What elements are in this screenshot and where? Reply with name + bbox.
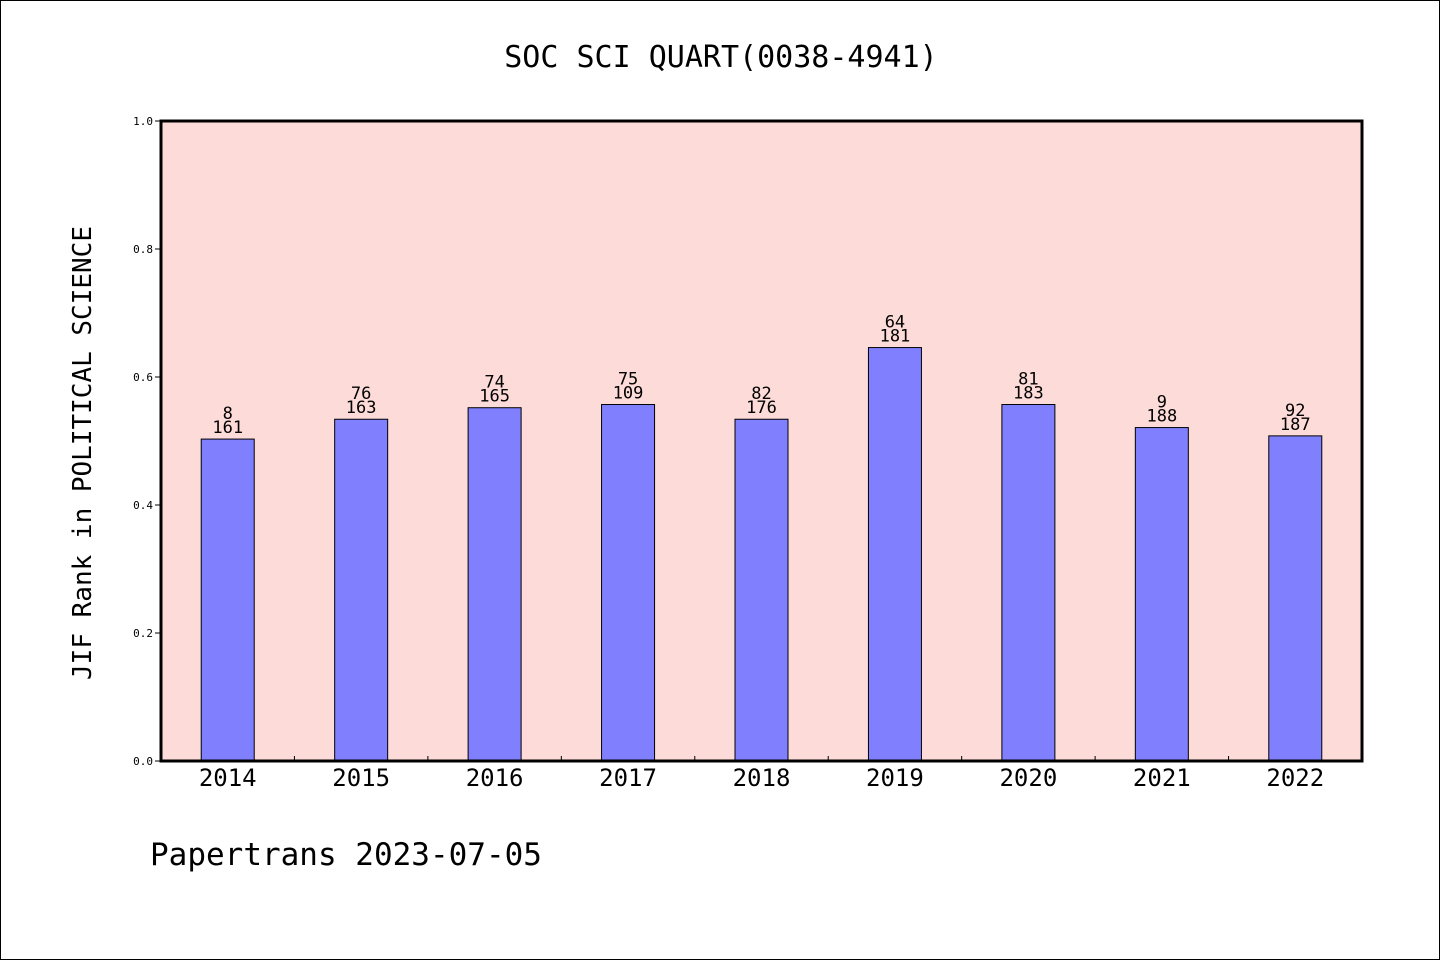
- rank-label: 8: [223, 404, 233, 424]
- bar-2014: [200, 438, 255, 762]
- x-tick-label: 2022: [1266, 764, 1324, 792]
- x-tick-label: 2015: [332, 764, 390, 792]
- bar-2020: [1001, 404, 1056, 762]
- total-label: 187: [1280, 415, 1311, 435]
- total-label: 163: [346, 398, 377, 418]
- y-tick-label: 0.0: [133, 755, 153, 768]
- bar-2016: [467, 407, 522, 762]
- rank-label: 74: [484, 373, 504, 393]
- x-tick-label: 2020: [999, 764, 1057, 792]
- total-label: 188: [1146, 407, 1177, 427]
- rank-label: 64: [885, 313, 905, 333]
- plot-border: [159, 119, 1364, 763]
- y-tick-label: 1.0: [133, 115, 153, 128]
- rank-label: 92: [1285, 401, 1305, 421]
- y-tick-label: 0.4: [133, 499, 153, 512]
- x-tick-label: 2019: [866, 764, 924, 792]
- x-tick-label: 2017: [599, 764, 657, 792]
- x-tick-label: 2016: [466, 764, 524, 792]
- rank-label: 81: [1018, 370, 1038, 390]
- total-label: 165: [479, 387, 510, 407]
- y-tick-label: 0.8: [133, 243, 153, 256]
- y-tick-label: 0.2: [133, 627, 153, 640]
- bars-group: [200, 347, 1323, 762]
- bar-2021: [1134, 427, 1189, 762]
- total-label: 109: [613, 384, 644, 404]
- bar-2019: [867, 347, 922, 762]
- bar-2017: [601, 404, 656, 762]
- footer-text: Papertrans 2023-07-05: [150, 837, 542, 873]
- total-label: 181: [880, 327, 911, 347]
- bar-2015: [334, 418, 389, 762]
- x-tick-label: 2018: [733, 764, 791, 792]
- y-axis-label: JIF Rank in POLITICAL SCIENCE: [68, 226, 98, 680]
- rank-label: 9: [1157, 393, 1167, 413]
- x-tick-label: 2014: [199, 764, 257, 792]
- rank-label: 82: [751, 384, 771, 404]
- x-tick-label: 2021: [1133, 764, 1191, 792]
- rank-label: 75: [618, 370, 638, 390]
- total-label: 176: [746, 398, 777, 418]
- y-tick-label: 0.6: [133, 371, 153, 384]
- rank-label: 76: [351, 384, 371, 404]
- bar-2022: [1268, 435, 1323, 762]
- y-axis: 0.0 0.2 0.4 0.6 0.8 1.0: [133, 115, 161, 768]
- x-axis: 2014 2015 2016 2017 2018 2019 2020 2021 2022: [199, 756, 1324, 792]
- bar-2018: [734, 418, 789, 762]
- total-label: 161: [212, 418, 243, 438]
- total-label: 183: [1013, 384, 1044, 404]
- chart-title: SOC SCI QUART(0038-4941): [504, 40, 937, 75]
